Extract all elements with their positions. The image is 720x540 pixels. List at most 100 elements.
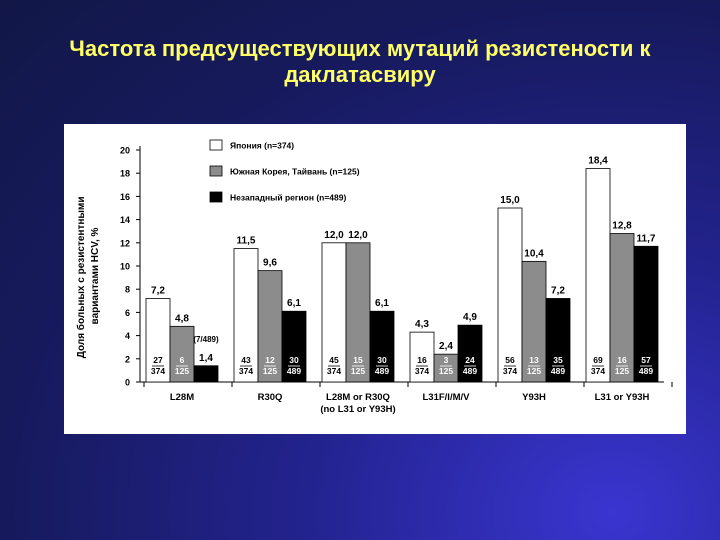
bar-value-label: 4,8 [175,313,189,324]
bar-korea-taiwan [609,233,635,383]
bar-japan [497,207,523,383]
bar-count-denominator: 489 [375,366,389,376]
slide-title-line-1: Частота предсуществующих мутаций резисте… [69,36,651,61]
legend-label: Южная Корея, Тайвань (n=125) [230,167,360,177]
bar-count-denominator: 374 [503,366,517,376]
bar-value-label: 4,9 [463,312,477,323]
legend-swatch [209,139,223,151]
bar-value-label: 7,2 [551,285,565,296]
y-tick-label: 8 [125,285,130,295]
bar-count-numerator: 57 [641,355,651,365]
bar-count-denominator: 374 [239,366,253,376]
bar-count-denominator: 489 [463,366,477,376]
x-category-label: R30Q [258,392,283,403]
bar-count-numerator: 16 [417,355,427,365]
bar-count-numerator: 12 [265,355,275,365]
bar-count-numerator: 15 [353,355,363,365]
bar-count-denominator: 374 [151,366,165,376]
bar-count-numerator: 27 [153,355,163,365]
bar-value-label: 15,0 [500,195,520,206]
x-category-label: L31F/I/M/V [423,392,471,403]
bar-western [281,310,307,383]
bar-count-denominator: 125 [615,366,629,376]
bar-count-denominator: 374 [591,366,605,376]
bar-annotation: (7/489) [193,335,219,344]
bar-count-numerator: 56 [505,355,515,365]
bar-count-denominator: 489 [551,366,565,376]
bar-korea-taiwan [433,353,459,383]
bar-count-numerator: 16 [617,355,627,365]
bar-value-label: 2,4 [439,341,453,352]
y-tick-label: 18 [120,169,130,179]
bar-value-label: 12,0 [324,230,344,241]
legend-swatch [209,165,223,177]
bar-value-label: 9,6 [263,258,277,269]
legend-swatch [209,191,223,203]
slide-title-line-2: даклатасвиру [284,62,436,87]
bar-value-label: 7,2 [151,285,165,296]
bar-count-numerator: 30 [377,355,387,365]
y-axis-label-line-2: вариантами HCV, % [90,227,101,324]
chart-bars: 7,2273744,861251,411,5433749,6121256,130… [145,156,659,383]
y-tick-label: 10 [120,262,130,272]
bar-count-denominator: 489 [287,366,301,376]
bar-count-denominator: 125 [351,366,365,376]
bar-count-denominator: 125 [263,366,277,376]
bar-value-label: 11,7 [637,233,656,244]
bar-value-label: 10,4 [524,248,544,259]
bar-count-denominator: 374 [327,366,341,376]
bar-value-label: 18,4 [588,156,608,167]
bar-value-label: 4,3 [415,319,429,330]
bar-japan [409,331,435,383]
bar-japan [145,298,171,383]
legend-label: Япония (n=374) [230,141,294,151]
bar-korea-taiwan [169,325,195,383]
bar-korea-taiwan [257,270,283,383]
slide-title: Частота предсуществующих мутаций резисте… [20,36,700,88]
bar-value-label: 12,8 [612,221,632,232]
bar-western [193,365,219,383]
y-axis-label: Доля больных с резистентными вариантами … [75,194,101,359]
bar-count-denominator: 489 [639,366,653,376]
bar-count-denominator: 125 [527,366,541,376]
bar-western [457,324,483,383]
y-tick-label: 12 [120,238,130,248]
chart-legend: Япония (n=374) Южная Корея, Тайвань (n=12… [209,139,360,203]
bar-value-label: 6,1 [375,298,389,309]
bar-value-label: 11,5 [237,236,256,247]
bar-korea-taiwan [345,242,371,383]
bar-count-numerator: 45 [329,355,339,365]
bar-count-numerator: 30 [289,355,299,365]
bar-count-denominator: 374 [415,366,429,376]
y-tick-label: 2 [125,354,130,364]
bar-count-numerator: 3 [444,355,449,365]
bar-count-numerator: 35 [553,355,563,365]
y-axis-label-line-1: Доля больных с резистентными [75,197,87,359]
bar-western [545,298,571,383]
chart-panel: 0 2 4 6 8 10 12 14 16 18 20 L28M R30Q L28M or R30Q (no… [64,124,686,434]
y-tick-label: 20 [120,146,130,156]
y-tick-label: 4 [125,331,130,341]
x-category-label: L28M [170,392,194,403]
x-category-label: Y93H [522,392,546,403]
x-category-label: L28M or R30Q [326,392,390,403]
y-tick-label: 16 [120,192,130,202]
bar-western [369,310,395,383]
x-category-label: (no L31 or Y93H) [320,404,395,415]
bar-value-label: 1,4 [199,353,213,364]
bar-value-label: 6,1 [287,298,301,309]
bar-count-numerator: 69 [593,355,603,365]
bar-japan [585,168,611,383]
bar-western [633,245,659,383]
bar-count-denominator: 125 [175,366,189,376]
bar-japan [233,248,259,383]
bar-count-numerator: 24 [465,355,475,365]
y-tick-label: 0 [125,378,130,388]
bar-count-denominator: 125 [439,366,453,376]
bar-count-numerator: 43 [241,355,251,365]
bar-count-numerator: 13 [529,355,539,365]
x-category-label: L31 or Y93H [595,392,650,403]
bar-value-label: 12,0 [348,230,368,241]
